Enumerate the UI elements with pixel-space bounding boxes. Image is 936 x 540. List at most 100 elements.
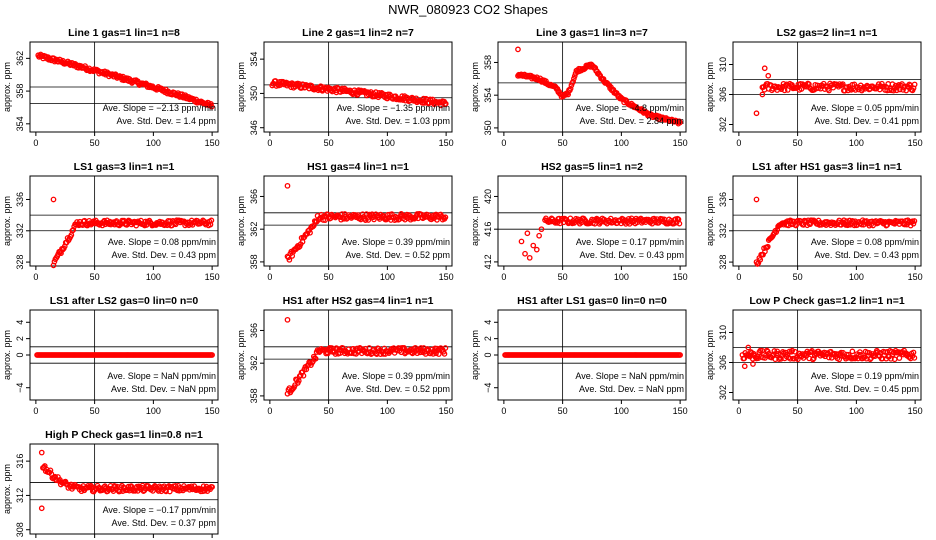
data-point xyxy=(307,229,313,236)
y-tick-label: 332 xyxy=(718,223,728,238)
y-tick-label: 310 xyxy=(718,325,728,340)
y-tick-label: 354 xyxy=(249,52,259,67)
std-dev-annotation: Ave. Std. Dev. = 0.43 ppm xyxy=(815,250,919,260)
x-tick-label: 50 xyxy=(324,138,334,148)
y-tick-label: 362 xyxy=(249,356,259,371)
y-axis-label: approx. ppm xyxy=(2,464,12,514)
plot-frame xyxy=(29,175,219,267)
page-title: NWR_080923 CO2 Shapes xyxy=(388,2,548,17)
x-tick-label: 100 xyxy=(849,272,864,282)
data-point xyxy=(310,223,316,230)
panel-2: Line 2 gas=1 lin=2 n=7 0 50 100 150 346 350 354… xyxy=(236,27,454,148)
x-tick-label: 50 xyxy=(90,138,100,148)
y-tick-label: 4 xyxy=(15,320,25,325)
x-tick-label: 0 xyxy=(501,406,506,416)
panel-title: LS1 after LS2 gas=0 lin=0 n=0 xyxy=(50,295,199,307)
slope-annotation: Ave. Slope = −1.35 ppm/min xyxy=(337,103,450,113)
data-point xyxy=(303,366,310,373)
y-tick-label: 2 xyxy=(15,336,25,341)
slope-annotation: Ave. Slope = 0.19 ppm/min xyxy=(811,371,919,381)
y-tick-label: 336 xyxy=(718,192,728,207)
panel-1: Line 1 gas=1 lin=1 n=8 0 50 100 150 354 358 362… xyxy=(2,27,220,148)
data-point xyxy=(208,101,214,107)
panel-13: High P Check gas=1 lin=0.8 n=10501001503… xyxy=(2,429,219,538)
data-point xyxy=(838,82,845,88)
data-point xyxy=(896,355,903,361)
data-point xyxy=(754,261,761,267)
panel-title: HS2 gas=5 lin=1 n=2 xyxy=(541,161,643,173)
data-point xyxy=(38,449,45,456)
panel-4: LS2 gas=2 lin=1 n=1 0 50 100 150 302 306 310app… xyxy=(705,27,923,148)
y-axis-label: approx. ppm xyxy=(2,330,12,380)
x-tick-label: 150 xyxy=(673,138,688,148)
data-point xyxy=(515,46,521,53)
slope-annotation: Ave. Slope = 0.39 ppm/min xyxy=(342,237,450,247)
data-point xyxy=(765,72,772,79)
data-point xyxy=(757,256,764,263)
data-point xyxy=(677,119,683,126)
data-point xyxy=(70,226,77,233)
data-point xyxy=(761,65,768,72)
data-point xyxy=(839,81,846,87)
x-tick-label: 150 xyxy=(439,138,454,148)
std-dev-annotation: Ave. Std. Dev. = 0.37 ppm xyxy=(112,518,216,528)
x-tick-label: 0 xyxy=(736,138,741,148)
x-tick-label: 100 xyxy=(146,138,161,148)
data-point xyxy=(371,216,377,223)
y-axis-label: approx. ppm xyxy=(470,196,480,246)
panel-title: LS1 after HS1 gas=3 lin=1 n=1 xyxy=(752,161,902,173)
y-tick-label: 362 xyxy=(15,51,25,66)
y-tick-label: 332 xyxy=(15,223,25,238)
slope-annotation: Ave. Slope = 0.08 ppm/min xyxy=(811,237,919,247)
data-point xyxy=(533,246,540,253)
y-tick-label: −4 xyxy=(483,383,493,393)
panel-11: HS1 after LS1 gas=0 lin=0 n=0 0 50 100 150 −4… xyxy=(470,295,688,416)
std-dev-annotation: Ave. Std. Dev. = 0.41 ppm xyxy=(815,116,919,126)
data-point xyxy=(536,232,542,239)
y-tick-label: 308 xyxy=(15,522,25,537)
y-axis-label: approx. ppm xyxy=(470,62,480,112)
slope-annotation: Ave. Slope = 0.39 ppm/min xyxy=(342,371,450,381)
x-tick-label: 100 xyxy=(849,406,864,416)
panel-title: Low P Check gas=1.2 lin=1 n=1 xyxy=(749,295,904,307)
y-tick-label: 302 xyxy=(718,117,728,132)
data-point xyxy=(750,361,756,367)
data-point xyxy=(442,214,449,221)
x-tick-label: 100 xyxy=(614,272,629,282)
data-point xyxy=(524,230,531,237)
plot-frame xyxy=(732,175,922,267)
data-point xyxy=(209,484,215,490)
std-dev-annotation: Ave. Std. Dev. = NaN ppm xyxy=(579,384,684,394)
y-tick-label: 302 xyxy=(718,385,728,400)
panel-7: HS2 gas=5 lin=1 n=2 0 50 100 150 412 416 420app… xyxy=(470,161,688,282)
data-point xyxy=(849,348,856,355)
y-axis-label: approx. ppm xyxy=(236,62,246,112)
data-point xyxy=(789,347,796,354)
y-tick-label: 2 xyxy=(483,336,493,341)
data-point xyxy=(810,355,817,362)
x-tick-label: 100 xyxy=(380,138,395,148)
std-dev-annotation: Ave. Std. Dev. = 0.43 ppm xyxy=(112,250,216,260)
y-tick-label: 354 xyxy=(15,116,25,131)
y-tick-label: 310 xyxy=(718,57,728,72)
y-axis-label: approx. ppm xyxy=(705,330,715,380)
x-tick-label: 150 xyxy=(673,406,688,416)
data-point xyxy=(571,75,577,82)
plot-frame xyxy=(497,175,687,267)
x-tick-label: 150 xyxy=(205,138,220,148)
y-tick-label: 316 xyxy=(15,454,25,469)
data-point xyxy=(745,344,752,351)
std-dev-annotation: Ave. Std. Dev. = 1.03 ppm xyxy=(346,116,450,126)
data-point xyxy=(764,243,771,250)
data-point xyxy=(312,355,319,362)
std-dev-annotation: Ave. Std. Dev. = 0.52 ppm xyxy=(346,384,450,394)
y-tick-label: 350 xyxy=(483,120,493,135)
plot-frame xyxy=(29,443,219,535)
y-tick-label: 350 xyxy=(249,86,259,101)
panel-title: Line 3 gas=1 lin=3 n=7 xyxy=(536,27,648,39)
plot-frame xyxy=(263,309,453,401)
plot-frame xyxy=(732,41,922,133)
y-tick-label: 0 xyxy=(483,352,493,357)
plot-frame xyxy=(263,41,453,133)
